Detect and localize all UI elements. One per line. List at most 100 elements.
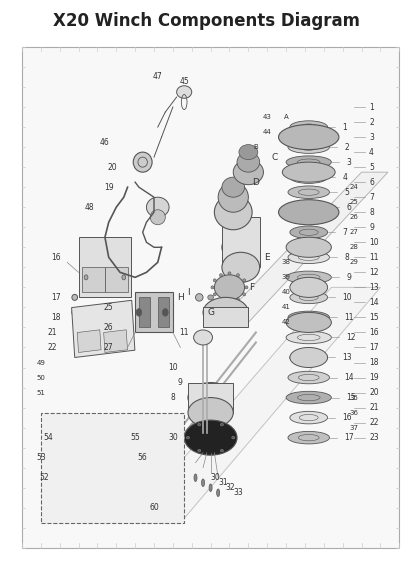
Text: 28: 28 <box>349 244 358 251</box>
Text: 29: 29 <box>349 259 358 265</box>
Ellipse shape <box>237 298 240 301</box>
Text: 7: 7 <box>343 228 348 237</box>
Text: 24: 24 <box>350 184 358 190</box>
Text: 50: 50 <box>36 375 45 380</box>
Text: 22: 22 <box>47 343 57 352</box>
Text: 21: 21 <box>47 328 57 337</box>
Text: 11: 11 <box>179 328 189 337</box>
Text: F: F <box>249 283 255 292</box>
Ellipse shape <box>245 286 248 289</box>
Text: 16: 16 <box>369 328 379 337</box>
Ellipse shape <box>72 309 78 315</box>
Bar <box>41 412 184 523</box>
Text: X20 Winch Components Diagram: X20 Winch Components Diagram <box>53 13 360 30</box>
Text: 14: 14 <box>344 373 354 382</box>
Ellipse shape <box>290 351 328 364</box>
Ellipse shape <box>288 371 330 384</box>
Ellipse shape <box>208 295 214 300</box>
Text: 42: 42 <box>282 319 290 325</box>
Ellipse shape <box>136 309 142 316</box>
Ellipse shape <box>228 300 231 303</box>
Bar <box>77 330 101 352</box>
Text: 35: 35 <box>349 395 358 400</box>
Text: I: I <box>187 288 189 297</box>
Ellipse shape <box>286 331 331 344</box>
Ellipse shape <box>188 383 233 412</box>
Text: 32: 32 <box>225 483 235 492</box>
Text: 13: 13 <box>369 283 379 292</box>
Ellipse shape <box>290 226 328 239</box>
Bar <box>104 330 128 352</box>
Text: A: A <box>284 114 288 120</box>
Text: 14: 14 <box>369 298 379 307</box>
Polygon shape <box>128 287 380 523</box>
Ellipse shape <box>214 275 244 300</box>
Text: 40: 40 <box>282 289 290 295</box>
Bar <box>222 217 260 267</box>
Text: 51: 51 <box>36 390 45 396</box>
Text: 8: 8 <box>171 393 175 402</box>
Text: 19: 19 <box>104 182 114 192</box>
Ellipse shape <box>288 311 330 324</box>
Ellipse shape <box>290 121 328 133</box>
Ellipse shape <box>286 156 331 168</box>
Ellipse shape <box>211 286 214 289</box>
Bar <box>135 292 173 332</box>
Ellipse shape <box>84 275 88 280</box>
Ellipse shape <box>162 309 168 316</box>
Text: 10: 10 <box>168 363 178 372</box>
Bar <box>139 297 150 327</box>
Ellipse shape <box>72 295 78 300</box>
Text: 6: 6 <box>347 202 351 212</box>
Bar <box>105 443 165 491</box>
Ellipse shape <box>286 237 331 257</box>
Text: 26: 26 <box>104 323 114 332</box>
Ellipse shape <box>198 423 201 426</box>
Ellipse shape <box>290 291 328 304</box>
Bar <box>101 463 161 511</box>
Bar <box>48 452 86 503</box>
Ellipse shape <box>147 197 169 217</box>
Bar <box>188 383 233 412</box>
Text: 20: 20 <box>369 388 379 397</box>
Ellipse shape <box>233 160 263 185</box>
Text: 10: 10 <box>343 293 352 302</box>
Text: 3: 3 <box>369 133 374 142</box>
Text: 44: 44 <box>263 129 272 135</box>
Ellipse shape <box>288 431 330 444</box>
Text: 26: 26 <box>349 214 358 220</box>
Text: 38: 38 <box>282 259 291 265</box>
Text: 5: 5 <box>369 162 374 172</box>
Text: 9: 9 <box>178 378 183 387</box>
Text: 5: 5 <box>344 188 349 197</box>
Text: 18: 18 <box>51 313 61 322</box>
Polygon shape <box>218 172 388 323</box>
Text: 17: 17 <box>51 293 61 302</box>
Bar <box>78 237 131 297</box>
Text: H: H <box>177 293 184 302</box>
Ellipse shape <box>219 298 223 301</box>
Text: 16: 16 <box>343 413 352 422</box>
Ellipse shape <box>286 312 331 332</box>
Text: 53: 53 <box>36 453 46 462</box>
Ellipse shape <box>222 252 260 283</box>
Ellipse shape <box>228 272 231 275</box>
Text: 1: 1 <box>343 122 347 132</box>
Text: 46: 46 <box>100 138 110 146</box>
Ellipse shape <box>194 474 197 482</box>
Ellipse shape <box>288 186 330 198</box>
Bar <box>52 463 67 492</box>
Ellipse shape <box>282 162 335 182</box>
Ellipse shape <box>195 293 203 301</box>
Bar <box>71 300 135 358</box>
Text: 27: 27 <box>349 229 358 235</box>
Ellipse shape <box>214 194 252 230</box>
Text: E: E <box>264 253 270 262</box>
Text: G: G <box>207 308 214 317</box>
Text: 37: 37 <box>349 424 358 431</box>
Text: 47: 47 <box>153 73 163 81</box>
Text: 27: 27 <box>104 343 114 352</box>
Bar <box>45 448 90 508</box>
Ellipse shape <box>232 436 235 439</box>
Ellipse shape <box>177 86 192 98</box>
